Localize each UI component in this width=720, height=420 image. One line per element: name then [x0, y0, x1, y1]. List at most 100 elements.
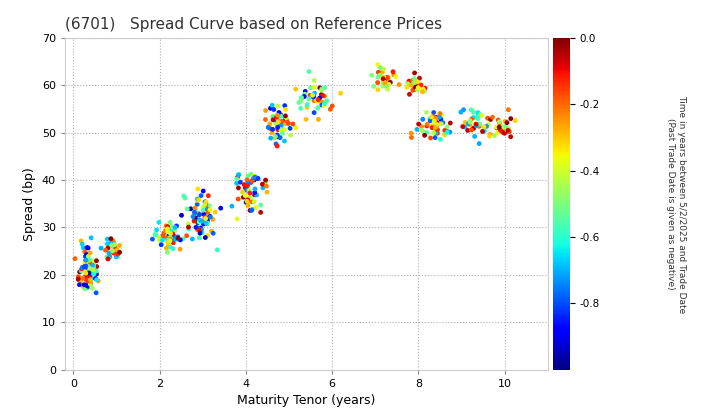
Point: [315, 99, 326, 105]
Point: [281, 118, 292, 124]
Point: [266, 102, 278, 109]
Point: [381, 82, 392, 89]
Point: [207, 216, 219, 223]
Point: [77, 275, 89, 281]
Point: [163, 232, 175, 239]
Point: [174, 236, 186, 243]
Point: [199, 201, 211, 208]
Point: [272, 112, 284, 118]
Point: [87, 262, 99, 268]
Point: [90, 275, 102, 282]
Point: [153, 219, 165, 226]
Point: [472, 113, 483, 120]
Point: [242, 197, 253, 203]
Point: [86, 265, 97, 271]
Point: [76, 241, 88, 247]
Point: [409, 83, 420, 90]
Point: [161, 234, 172, 241]
Point: [407, 77, 418, 84]
Point: [147, 236, 158, 242]
Point: [273, 118, 284, 125]
Point: [204, 206, 216, 213]
Point: [168, 239, 179, 246]
Point: [404, 91, 415, 98]
Point: [431, 121, 443, 128]
Point: [504, 128, 516, 135]
Point: [255, 202, 266, 208]
Point: [426, 124, 438, 131]
Point: [268, 106, 279, 113]
Point: [427, 113, 438, 120]
Point: [193, 197, 204, 203]
Point: [231, 176, 243, 183]
Point: [489, 132, 500, 139]
Point: [164, 219, 176, 226]
Point: [81, 264, 92, 270]
Point: [73, 276, 84, 283]
Point: [190, 224, 202, 231]
Point: [270, 133, 282, 140]
Point: [78, 244, 89, 251]
Point: [287, 121, 299, 127]
Point: [487, 114, 498, 121]
Point: [468, 125, 480, 131]
Point: [80, 262, 91, 269]
Point: [84, 265, 96, 271]
Point: [405, 130, 417, 136]
Point: [274, 134, 286, 141]
Point: [377, 68, 388, 75]
Point: [317, 92, 328, 99]
Point: [197, 204, 209, 211]
Point: [172, 235, 184, 242]
Point: [463, 121, 474, 127]
Point: [467, 126, 479, 132]
Point: [202, 220, 213, 227]
Point: [162, 223, 174, 230]
Point: [81, 271, 93, 278]
Point: [176, 212, 187, 219]
Point: [168, 236, 180, 242]
Point: [500, 128, 512, 135]
Point: [472, 115, 484, 122]
Point: [82, 244, 94, 251]
Point: [377, 83, 389, 89]
Point: [425, 134, 436, 141]
Point: [279, 126, 290, 133]
Point: [238, 181, 250, 188]
Point: [110, 245, 122, 252]
Point: [81, 261, 93, 268]
Point: [84, 249, 96, 256]
Point: [295, 98, 307, 105]
Point: [91, 263, 102, 270]
Point: [172, 234, 184, 240]
Point: [316, 87, 328, 94]
Point: [91, 268, 102, 274]
Point: [162, 228, 174, 235]
Point: [464, 121, 476, 128]
Point: [169, 227, 181, 234]
Point: [81, 284, 93, 291]
Point: [160, 227, 171, 234]
Point: [300, 91, 311, 97]
Point: [272, 134, 284, 140]
Point: [280, 114, 292, 121]
Point: [419, 132, 431, 139]
Point: [81, 272, 92, 278]
Point: [240, 185, 251, 192]
Point: [279, 102, 290, 109]
Point: [177, 236, 189, 242]
Point: [166, 232, 177, 239]
Point: [439, 131, 451, 138]
Point: [402, 79, 413, 86]
Point: [164, 236, 176, 242]
Point: [189, 215, 201, 222]
Point: [85, 281, 96, 287]
Point: [495, 123, 507, 129]
Text: (6701)   Spread Curve based on Reference Prices: (6701) Spread Curve based on Reference P…: [65, 18, 442, 32]
Point: [372, 79, 383, 86]
Point: [459, 119, 471, 126]
Point: [107, 237, 119, 244]
Point: [379, 80, 391, 87]
Point: [191, 210, 202, 217]
Point: [384, 79, 396, 86]
